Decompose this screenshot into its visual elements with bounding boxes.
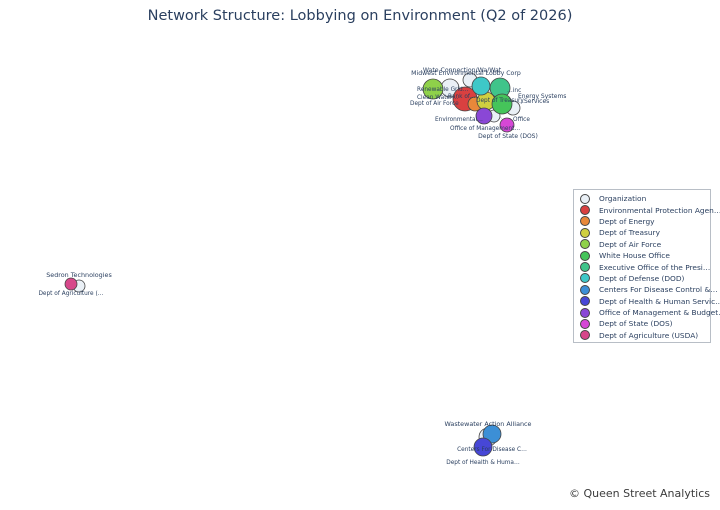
- legend-swatch-icon: [580, 307, 590, 318]
- legend-swatch-icon: [580, 205, 590, 216]
- legend-label: Dept of Energy: [599, 216, 655, 226]
- legend-item[interactable]: Dept of Energy: [580, 216, 710, 227]
- agriculture-cluster: Sedron Technologies Dept of Agriculture …: [38, 271, 112, 297]
- legend-swatch-icon: [580, 250, 590, 261]
- legend-swatch-icon: [580, 318, 590, 329]
- legend-label: Centers For Disease Control &…: [599, 285, 718, 295]
- node-label: Rank of…: [448, 94, 476, 100]
- node-label: Midwest Environmental Lobby Corp: [411, 70, 521, 77]
- legend-item[interactable]: Dept of Agriculture (USDA): [580, 330, 710, 341]
- legend-item[interactable]: Dept of State (DOS): [580, 318, 710, 329]
- legend-item[interactable]: Executive Office of the Presi…: [580, 261, 711, 273]
- legend-item[interactable]: Organization: [580, 193, 710, 204]
- legend-swatch-icon: [580, 239, 590, 250]
- cdc-node[interactable]: [482, 424, 502, 444]
- legend-label: White House Office: [599, 251, 670, 261]
- legend-swatch-icon: [580, 284, 590, 295]
- legend: Organization Environmental Protection Age…: [573, 189, 720, 343]
- node-label: Wate Connection/Wa/Wat: [423, 67, 502, 74]
- dept-agriculture-node[interactable]: [64, 277, 78, 291]
- dept-health-human-services-node[interactable]: [473, 437, 493, 457]
- node-label: Dept of Treasury: [476, 98, 524, 104]
- legend-label: Dept of Agriculture (USDA): [599, 330, 699, 340]
- legend-item[interactable]: Dept of Treasury: [580, 227, 710, 238]
- legend-label: Dept of Defense (DOD): [599, 273, 685, 283]
- node-label: Sedron Technologies: [46, 271, 112, 279]
- legend-label: Dept of State (DOS): [599, 319, 673, 329]
- dept-defense-node[interactable]: [471, 76, 491, 96]
- node-label: Dept of Health & Huma…: [446, 460, 520, 466]
- legend-item[interactable]: White House Office: [580, 250, 710, 261]
- node-label: …Services: [518, 98, 549, 105]
- credit-text: © Queen Street Analytics: [568, 487, 710, 500]
- legend-swatch-icon: [580, 330, 590, 341]
- legend-item[interactable]: Dept of Air Force: [580, 239, 710, 250]
- omb-node[interactable]: [475, 107, 493, 125]
- labels-environment: Wate Connection/Wa/Wat Midwest Environme…: [410, 67, 566, 140]
- legend-swatch-icon: [580, 216, 590, 227]
- node-label: Centers For Disease C…: [457, 447, 527, 453]
- node-label: Dept of Air Force: [410, 101, 459, 107]
- node-label: Clean Water…: [417, 95, 458, 101]
- legend-swatch-icon: [580, 227, 590, 238]
- legend-swatch-icon: [580, 193, 590, 204]
- legend-item[interactable]: Dept of Health & Human Servic…: [580, 296, 720, 307]
- legend-swatch-icon: [580, 296, 590, 307]
- legend-label: Executive Office of the Presi…: [599, 262, 711, 272]
- node-label: Dept of Agriculture (…: [38, 291, 103, 297]
- node-label: Office: [513, 117, 530, 123]
- legend-label: Organization: [599, 194, 647, 204]
- legend-label: Office of Management & Budget…: [599, 308, 720, 318]
- legend-item[interactable]: Centers For Disease Control &…: [580, 284, 718, 295]
- legend-item[interactable]: Office of Management & Budget…: [580, 307, 720, 318]
- legend-swatch-icon: [580, 273, 590, 284]
- nodes-environment: [422, 72, 521, 133]
- node-label: Renewable Grid…: [417, 87, 469, 93]
- node-label: Dept of State (DOS): [478, 133, 538, 140]
- page-title: Network Structure: Lobbying on Environme…: [147, 8, 573, 24]
- dept-state-node[interactable]: [499, 117, 515, 133]
- white-house-office-node[interactable]: [491, 93, 513, 115]
- node-label: Office of Management…: [450, 126, 520, 132]
- health-cluster: Wastewater Action Alliance Centers For D…: [445, 420, 532, 466]
- legend-item[interactable]: Environmental Protection Agen…: [580, 204, 720, 216]
- legend-label: Dept of Health & Human Servic…: [599, 296, 720, 306]
- legend-swatch-icon: [580, 262, 590, 273]
- legend-label: Dept of Air Force: [599, 239, 662, 249]
- legend-item[interactable]: Dept of Defense (DOD): [580, 273, 710, 284]
- node-label: Environmental…: [435, 117, 483, 123]
- node-label: Wastewater Action Alliance: [445, 420, 532, 428]
- node-label: Energy Systems: [518, 93, 566, 100]
- node-label: …inc: [507, 88, 521, 94]
- dept-air-force-node[interactable]: [422, 78, 444, 100]
- legend-label: Environmental Protection Agen…: [599, 205, 720, 215]
- legend-label: Dept of Treasury: [599, 228, 660, 238]
